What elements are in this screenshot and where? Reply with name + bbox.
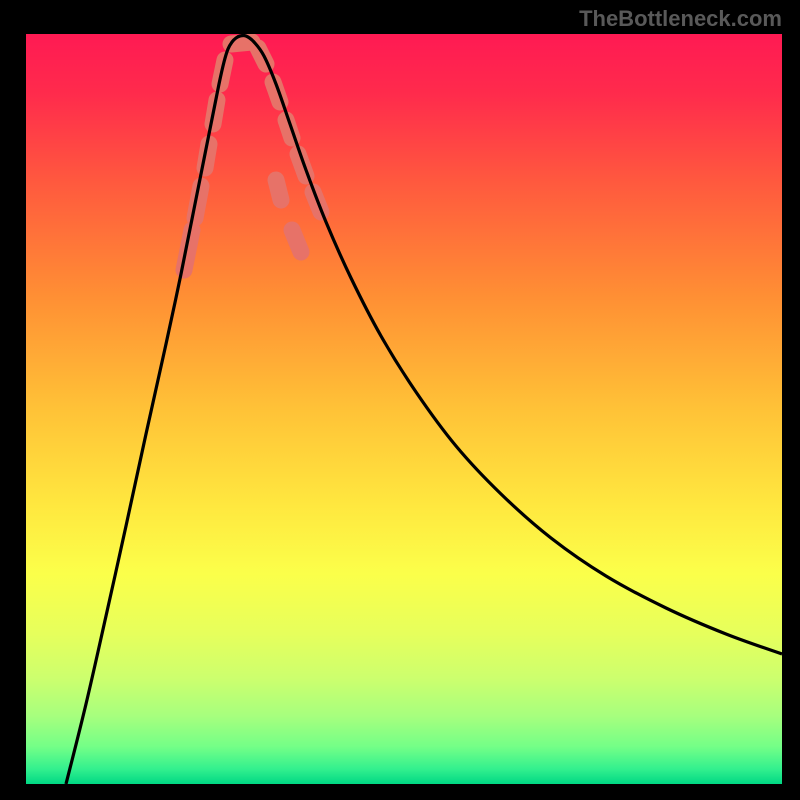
- marker-tick: [276, 180, 281, 200]
- chart-frame: TheBottleneck.com: [0, 0, 800, 800]
- main-curve: [66, 35, 782, 784]
- plot-area: [26, 34, 782, 784]
- curve-svg: [26, 34, 782, 784]
- marker-tick: [231, 42, 252, 44]
- marker-tick: [292, 230, 301, 252]
- watermark-text: TheBottleneck.com: [579, 6, 782, 32]
